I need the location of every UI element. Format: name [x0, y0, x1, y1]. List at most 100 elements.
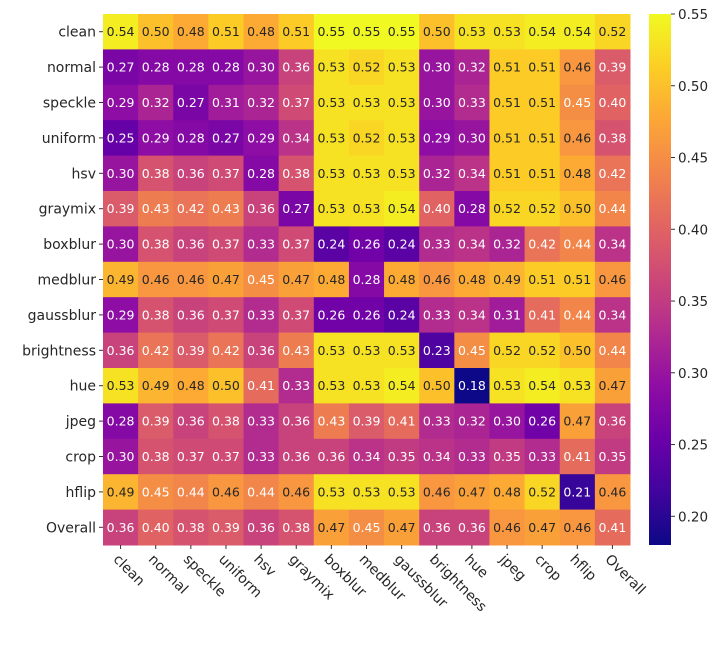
cell-value: 0.26 — [353, 307, 381, 322]
heatmap-cell — [559, 509, 596, 546]
cell-value: 0.53 — [353, 343, 381, 358]
heatmap-cell — [559, 261, 596, 298]
heatmap-cell — [594, 509, 631, 546]
cell-value: 0.51 — [528, 130, 556, 145]
cell-value: 0.53 — [317, 343, 345, 358]
cell-value: 0.38 — [142, 307, 170, 322]
heatmap-cell — [454, 297, 490, 334]
cell-value: 0.52 — [528, 343, 556, 358]
cell-value: 0.46 — [423, 272, 451, 287]
cell-value: 0.54 — [528, 378, 556, 393]
cell-value: 0.53 — [317, 166, 345, 181]
cell-value: 0.50 — [423, 24, 451, 39]
cell-value: 0.42 — [212, 343, 240, 358]
heatmap-cell — [348, 261, 385, 298]
heatmap-cell — [173, 368, 209, 404]
heatmap-cell — [489, 49, 526, 86]
cell-value: 0.37 — [282, 95, 310, 110]
cell-value: 0.53 — [388, 484, 416, 499]
cell-value: 0.38 — [142, 166, 170, 181]
cell-value: 0.26 — [317, 307, 345, 322]
heatmap-cell — [489, 403, 526, 440]
heatmap-cell — [524, 403, 561, 440]
heatmap-cell — [173, 332, 209, 369]
cell-value: 0.48 — [177, 24, 205, 39]
heatmap-cell — [103, 49, 139, 86]
cell-value: 0.47 — [282, 272, 310, 287]
cell-value: 0.40 — [142, 520, 170, 535]
y-tick-label: crop — [65, 450, 96, 466]
heatmap-cell — [594, 368, 631, 404]
heatmap-cell — [208, 297, 245, 334]
heatmap-cell — [454, 438, 490, 475]
heatmap-cell — [243, 474, 280, 511]
y-tick-label: speckle — [43, 96, 96, 112]
cell-value: 0.48 — [388, 272, 416, 287]
cell-value: 0.51 — [528, 60, 556, 75]
cell-value: 0.52 — [493, 343, 521, 358]
cell-value: 0.44 — [599, 343, 627, 358]
heatmap-cell — [559, 155, 596, 192]
cell-value: 0.36 — [317, 449, 345, 464]
heatmap-cell — [103, 474, 139, 511]
cell-value: 0.30 — [423, 60, 451, 75]
colorbar-tick-label: 0.45 — [678, 151, 708, 167]
heatmap-cell — [278, 14, 315, 50]
cell-value: 0.36 — [458, 520, 486, 535]
cell-value: 0.46 — [212, 484, 240, 499]
cell-value: 0.30 — [247, 60, 275, 75]
heatmap-cell — [173, 403, 209, 440]
heatmap-cell — [384, 191, 420, 227]
cell-value: 0.28 — [247, 166, 275, 181]
heatmap-cell — [524, 332, 561, 369]
heatmap-cell — [594, 438, 631, 475]
heatmap-cell — [348, 438, 385, 475]
heatmap-cell — [313, 474, 350, 511]
cell-value: 0.36 — [107, 343, 135, 358]
cell-value: 0.39 — [107, 201, 135, 216]
heatmap-cell — [243, 84, 280, 121]
heatmap-cell — [419, 191, 455, 227]
heatmap-cell — [243, 191, 280, 227]
cell-value: 0.40 — [599, 95, 627, 110]
heatmap-cell — [208, 226, 245, 263]
heatmap-cell — [594, 474, 631, 511]
cell-value: 0.34 — [353, 449, 381, 464]
heatmap-cell — [524, 509, 561, 546]
cell-value: 0.24 — [388, 307, 416, 322]
cell-value: 0.41 — [388, 414, 416, 429]
heatmap-cell — [138, 332, 174, 369]
cell-value: 0.53 — [493, 378, 521, 393]
heatmap-cell — [524, 49, 561, 86]
heatmap-cell — [138, 226, 174, 263]
cell-value: 0.47 — [528, 520, 556, 535]
cell-value: 0.36 — [282, 449, 310, 464]
colorbar-tick-label: 0.40 — [678, 222, 708, 238]
y-tick-label: clean — [58, 25, 96, 41]
heatmap-cell — [419, 403, 455, 440]
cell-value: 0.23 — [423, 343, 451, 358]
cell-value: 0.53 — [317, 95, 345, 110]
heatmap-cell — [348, 49, 385, 86]
heatmap-cell — [138, 438, 174, 475]
heatmap-cell — [489, 155, 526, 192]
heatmap-cell — [419, 120, 455, 157]
cell-value: 0.54 — [388, 201, 416, 216]
cell-value: 0.37 — [212, 449, 240, 464]
heatmap-cell — [278, 509, 315, 546]
cell-value: 0.54 — [528, 24, 556, 39]
cell-value: 0.28 — [177, 130, 205, 145]
heatmap-cell — [173, 438, 209, 475]
cell-value: 0.27 — [212, 130, 240, 145]
heatmap-cell — [103, 509, 139, 546]
heatmap-cell — [384, 14, 420, 50]
heatmap-cell — [384, 155, 420, 192]
heatmap-cell — [243, 49, 280, 86]
heatmap-cell — [489, 509, 526, 546]
cell-value: 0.30 — [107, 449, 135, 464]
heatmap-cell — [454, 14, 490, 50]
heatmap-cell — [313, 297, 350, 334]
heatmap-cell — [103, 191, 139, 227]
heatmap-cell — [208, 120, 245, 157]
